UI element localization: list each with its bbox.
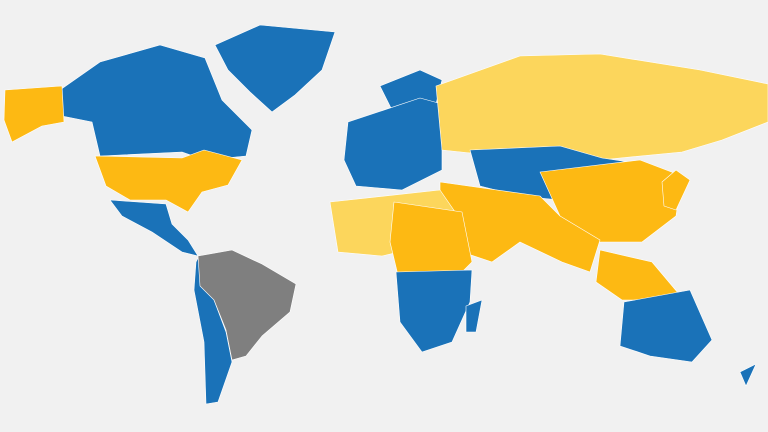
region-canada — [59, 44, 253, 161]
region-greenland — [214, 24, 336, 113]
region-europe — [343, 97, 443, 191]
region-brazil-region — [197, 249, 297, 361]
regions-layer — [3, 24, 768, 405]
region-southern-africa — [395, 269, 473, 353]
region-australia — [619, 289, 713, 363]
region-united-states — [94, 149, 243, 213]
region-new-zealand — [739, 363, 757, 387]
region-south-america-west-south — [193, 257, 233, 405]
region-japan — [661, 169, 691, 211]
region-alaska — [3, 85, 65, 143]
region-madagascar — [465, 299, 483, 333]
